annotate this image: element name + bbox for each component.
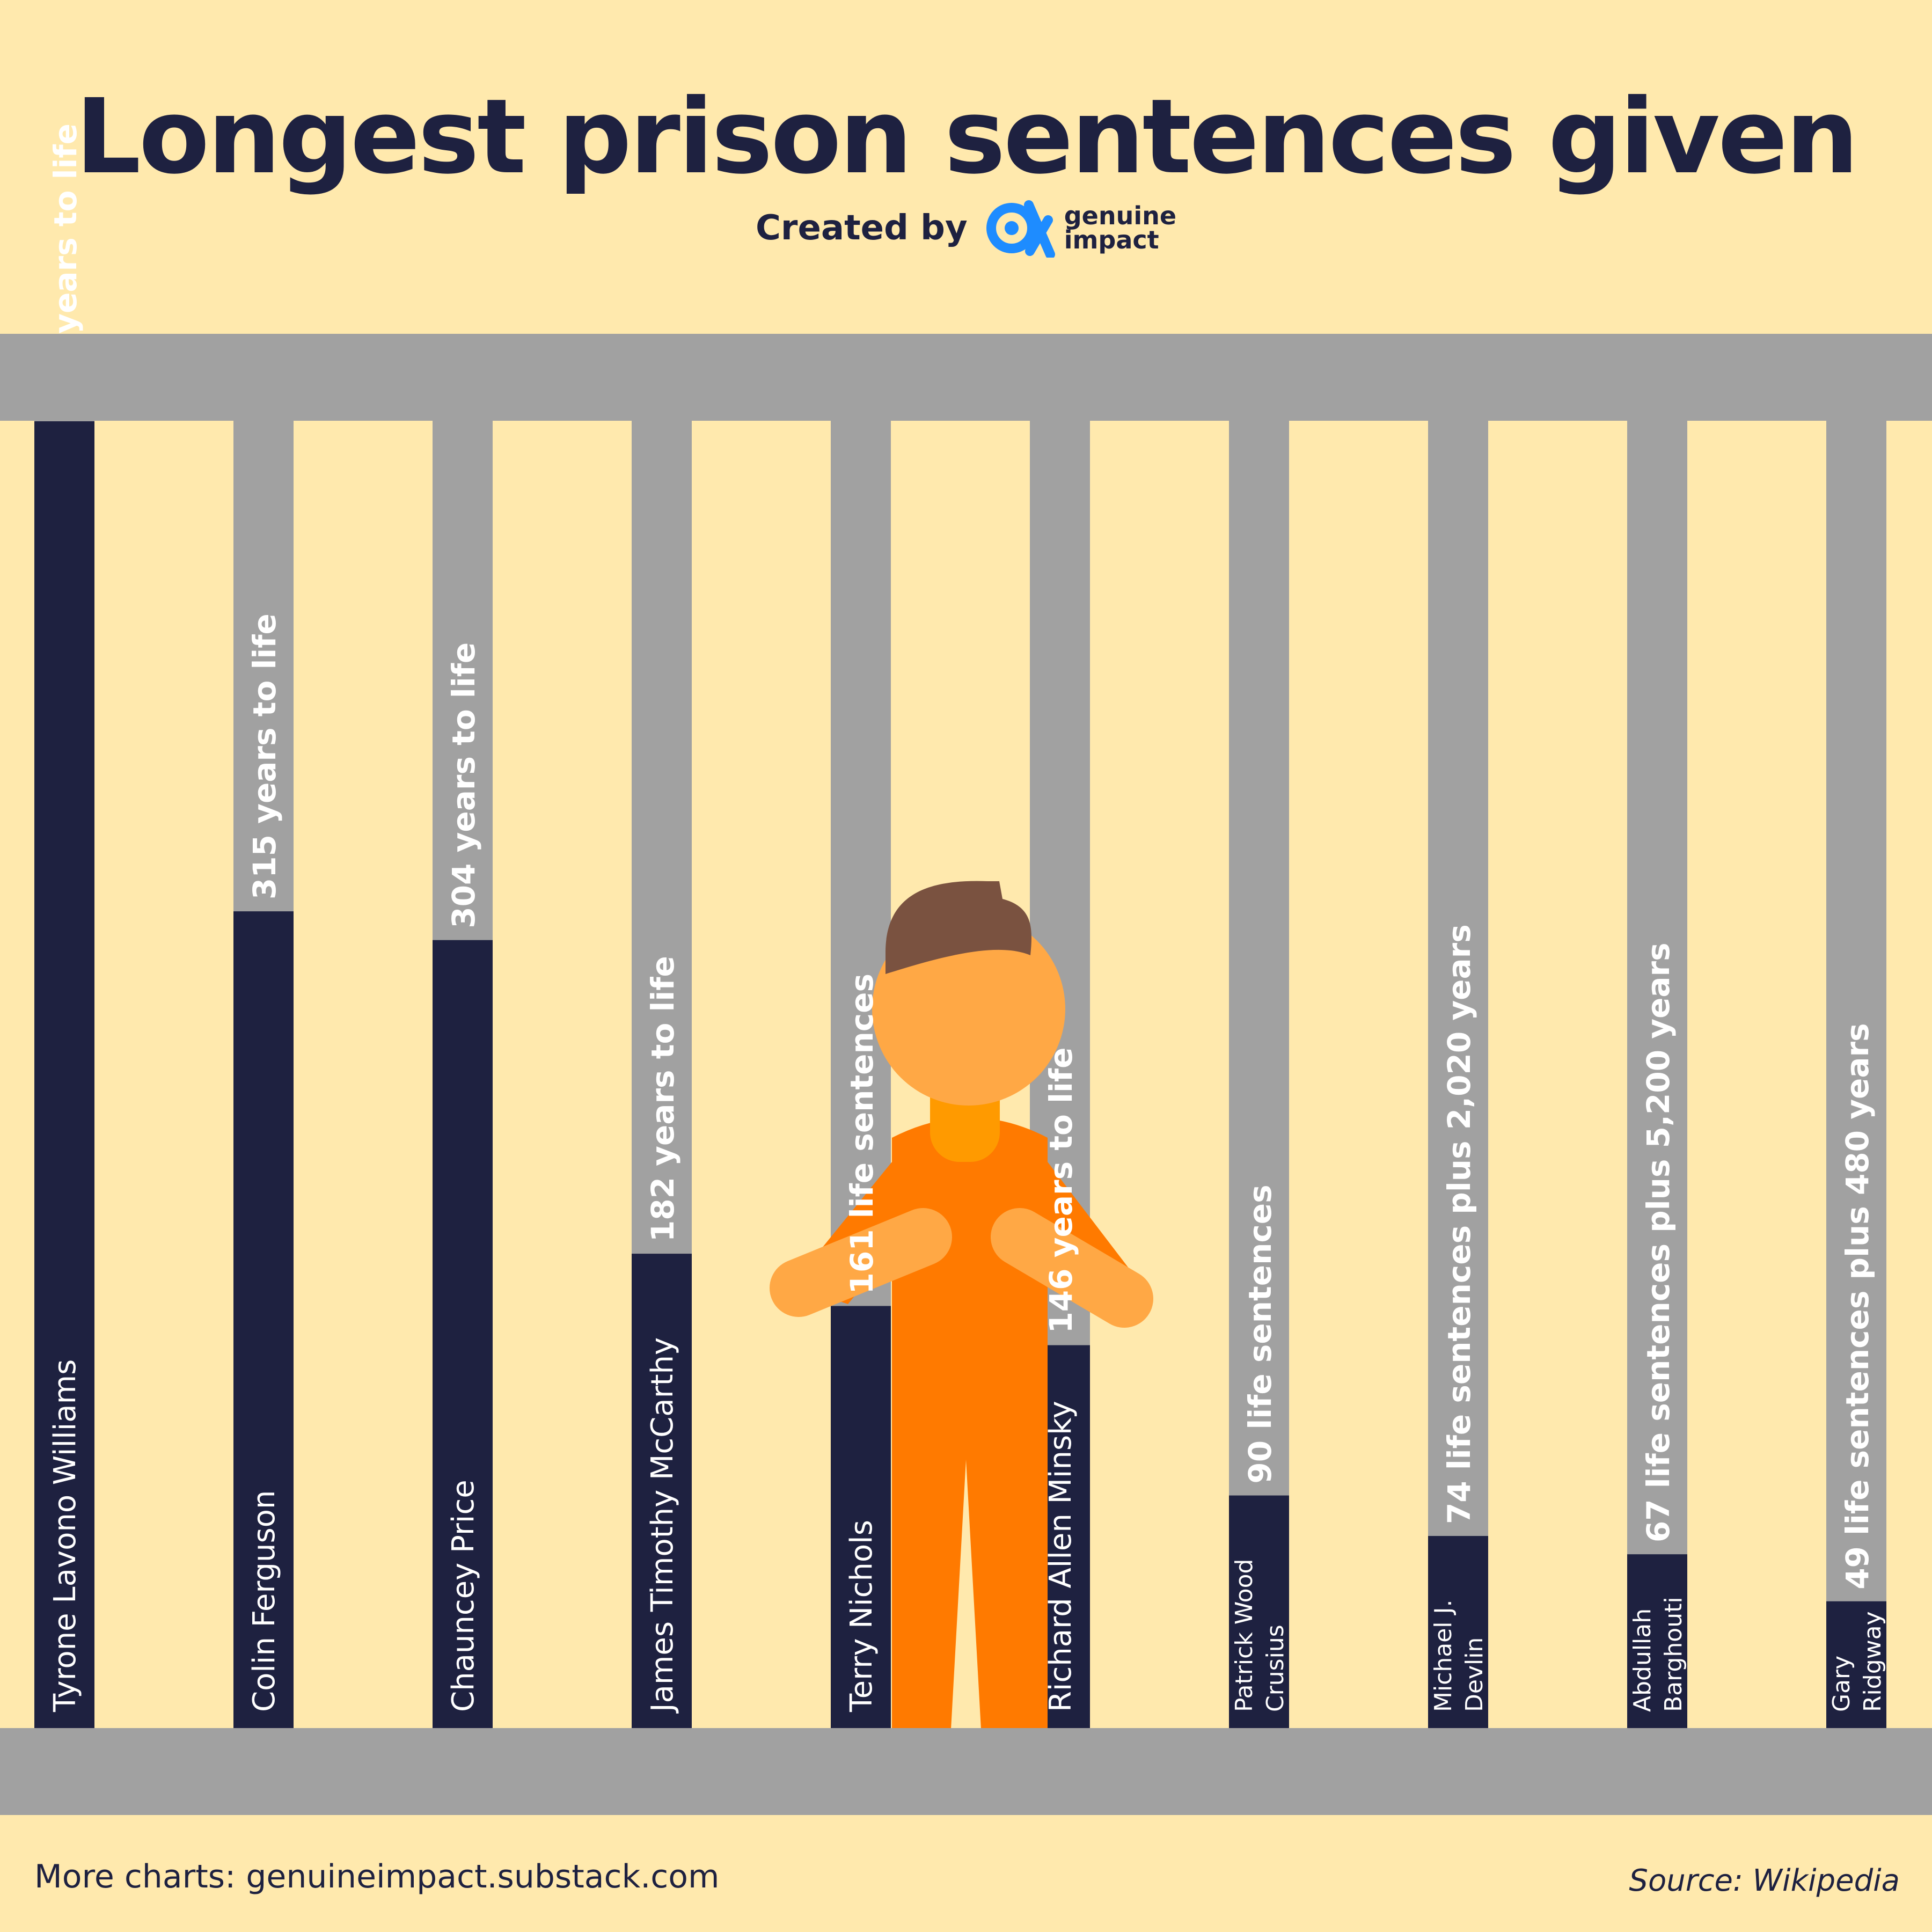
bar-name-label-9-1: Ridgway (1859, 1611, 1886, 1712)
bar-value-label-8: 67 life sentences plus 5,200 years (1640, 942, 1677, 1542)
credit-line: Created by genuine impact (0, 199, 1932, 258)
bar-value-label-7: 74 life sentences plus 2,020 years (1441, 924, 1477, 1524)
bar-1 (233, 911, 294, 1728)
bars-layer (34, 421, 1886, 1728)
bar-name-label-7-1: Devlin (1461, 1637, 1488, 1712)
bar-value-label-3: 182 years to life (645, 956, 681, 1242)
bar-7 (1428, 1536, 1488, 1728)
bar-0 (34, 421, 94, 1728)
bottom-crossbar (0, 1728, 1932, 1815)
bar-value-label-5: 146 years to life (1043, 1048, 1079, 1334)
bar-name-label-0-0: Tyrone Lavono Williams (48, 1359, 83, 1713)
prisoner-hair (885, 881, 1032, 974)
bar-8 (1627, 1554, 1687, 1728)
bar-4 (831, 1306, 891, 1728)
bar-background-7 (1428, 421, 1488, 1728)
bar-value-label-1: 315 years to life (246, 613, 283, 899)
bar-name-label-7-0: Michael J. (1430, 1600, 1457, 1712)
bar-name-label-8-0: Abdullah (1629, 1608, 1656, 1712)
bar-value-label-4: 161 life sentences (844, 974, 880, 1294)
brand-name: genuine impact (1064, 201, 1177, 254)
brand-line-2: impact (1064, 225, 1159, 254)
bar-name-label-3-0: James Timothy McCarthy (645, 1337, 680, 1714)
footer-more-charts: More charts: genuineimpact.substack.com (34, 1858, 720, 1896)
footer-source: Source: Wikipedia (1629, 1863, 1900, 1898)
page-title: Longest prison sentences given (75, 77, 1859, 197)
bar-value-label-2: 304 years to life (445, 642, 482, 928)
bar-2 (433, 940, 493, 1728)
bar-value-label-9: 49 life sentences plus 480 years (1839, 1023, 1876, 1589)
bar-name-label-5-0: Richard Allen Minsky (1043, 1401, 1078, 1712)
bar-3 (632, 1254, 692, 1728)
bar-name-label-1-0: Colin Ferguson (247, 1490, 282, 1712)
bar-background-9 (1826, 421, 1886, 1728)
credit-prefix: Created by (755, 208, 968, 248)
bar-background-8 (1627, 421, 1687, 1728)
prisoner-right-arm (991, 1208, 1153, 1328)
prisoner-left-arm (770, 1208, 952, 1317)
bar-name-label-2-0: Chauncey Price (446, 1480, 481, 1712)
brand-line-1: genuine (1064, 201, 1177, 230)
prisoner-illustration (770, 881, 1153, 1729)
bar-name-label-6-1: Crusius (1262, 1624, 1289, 1712)
bar-name-label-9-0: Gary (1828, 1656, 1855, 1712)
bar-value-label-6: 90 life sentences (1242, 1184, 1278, 1483)
bar-name-label-4-0: Terry Nichols (844, 1520, 879, 1713)
bar-name-label-8-1: Barghouti (1660, 1597, 1687, 1712)
bar-name-label-6-0: Patrick Wood (1231, 1559, 1258, 1712)
genuine-impact-logo-icon (986, 200, 1055, 258)
prisoner-body (892, 1117, 1048, 1729)
top-crossbar (0, 334, 1932, 421)
bar-9 (1826, 1601, 1886, 1728)
bar-6 (1229, 1495, 1289, 1728)
